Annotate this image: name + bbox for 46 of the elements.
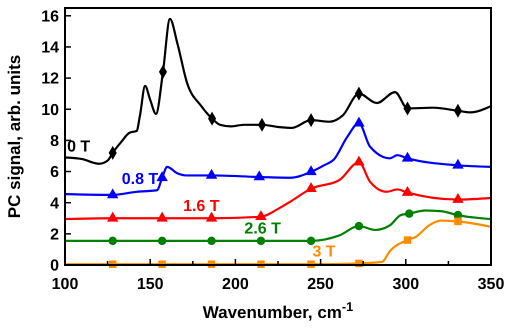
y-tick-label: 16 (41, 8, 60, 26)
x-tick-label: 300 (392, 276, 420, 293)
point (454, 218, 462, 226)
x-tick-label: 150 (136, 276, 164, 293)
y-axis-title: PC signal, arb. units (5, 54, 24, 218)
point (353, 156, 365, 166)
y-tick-label: 8 (50, 132, 60, 150)
point (402, 186, 414, 196)
x-tick-label: 350 (478, 276, 504, 293)
point (255, 210, 267, 220)
series-label: 2.6 T (244, 220, 282, 238)
y-tick-label: 4 (50, 195, 60, 212)
point (206, 168, 218, 179)
x-axis-title: Wavenumber, cm$^{-1}$ (202, 298, 354, 322)
point (404, 236, 412, 244)
series-label: 0 T (67, 138, 90, 156)
point (158, 236, 166, 246)
point (207, 236, 216, 246)
point (305, 165, 317, 176)
point (107, 188, 118, 198)
point (107, 212, 118, 222)
point (402, 152, 414, 162)
y-tick-label: 0 (50, 258, 60, 275)
point (354, 222, 364, 230)
y-tick-label: 6 (50, 164, 60, 182)
x-tick-label: 100 (52, 276, 78, 293)
point (452, 158, 464, 169)
y-tick-label: 2 (50, 226, 60, 244)
point (206, 212, 218, 222)
point (404, 209, 414, 218)
y-tick-label: 14 (41, 40, 60, 57)
point (256, 236, 266, 246)
point (108, 236, 117, 246)
series-label: 0.8 T (122, 171, 158, 188)
point (306, 236, 316, 246)
series-label: 3 T (312, 244, 336, 261)
series-label: 1.6 T (183, 198, 220, 215)
point (452, 192, 464, 203)
y-tick-label: 12 (41, 70, 60, 88)
x-tick-label: 250 (307, 276, 334, 293)
point (305, 182, 317, 192)
point (353, 116, 365, 127)
x-tick-label: 200 (222, 276, 249, 293)
y-tick-label: 10 (41, 102, 60, 119)
point (156, 212, 168, 222)
point (254, 170, 265, 180)
